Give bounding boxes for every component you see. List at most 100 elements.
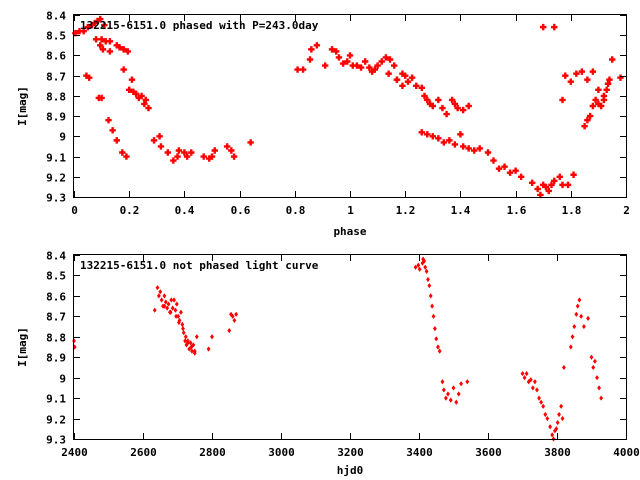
- data-point: [371, 66, 379, 73]
- data-point: [424, 268, 429, 274]
- data-point: [454, 399, 459, 405]
- data-point: [102, 38, 109, 45]
- data-point: [506, 169, 514, 176]
- data-point: [98, 94, 105, 102]
- data-point: [181, 330, 186, 336]
- data-point: [424, 131, 431, 138]
- data-point: [101, 21, 108, 29]
- data-point: [441, 387, 446, 393]
- data-point: [119, 149, 126, 156]
- data-point: [382, 54, 390, 61]
- data-point: [135, 94, 143, 102]
- data-point: [465, 379, 470, 385]
- phased-plot-frame: [73, 14, 627, 198]
- data-point: [562, 72, 569, 79]
- unphased-y-tick-label: 8.5: [46, 270, 66, 283]
- phased-y-axis-label: I[mag]: [16, 86, 29, 126]
- data-point: [385, 70, 392, 77]
- data-point: [132, 90, 140, 98]
- data-point: [443, 110, 450, 118]
- data-point: [456, 391, 461, 397]
- unphased-plot-title: 132215-6151.0 not phased light curve: [80, 259, 319, 272]
- data-point: [559, 181, 566, 189]
- data-point: [124, 48, 132, 55]
- data-point: [408, 74, 416, 81]
- phased-y-axis: 8.4 8.5 8.6 8.7 8.8 8.9 9 9.1 9.2 9.3: [46, 10, 626, 205]
- data-point: [416, 262, 421, 268]
- unphased-y-axis: 8.4 8.5 8.6 8.7 8.8 8.9 9 9.1 9.2 9.3: [46, 250, 626, 447]
- data-point: [574, 311, 579, 317]
- data-point: [548, 181, 555, 189]
- data-point: [227, 328, 232, 334]
- data-point: [545, 187, 552, 195]
- data-point: [169, 297, 174, 303]
- data-point: [533, 379, 537, 385]
- data-point: [145, 104, 152, 112]
- data-point: [92, 36, 100, 43]
- data-point: [512, 167, 519, 174]
- data-point: [162, 303, 167, 309]
- phased-x-tick-label: 2: [623, 204, 630, 217]
- data-point: [200, 153, 207, 160]
- unphased-x-tick-label: 2600: [130, 446, 157, 459]
- data-point: [116, 44, 123, 51]
- data-point: [162, 293, 167, 299]
- data-point: [418, 129, 425, 136]
- data-point: [542, 183, 550, 191]
- phased-y-tick-label: 9.1: [46, 152, 66, 165]
- data-point: [76, 27, 83, 35]
- data-point: [600, 92, 608, 100]
- data-point: [432, 326, 437, 332]
- data-point: [437, 348, 442, 354]
- data-point: [211, 147, 218, 154]
- data-point: [444, 395, 448, 401]
- data-point: [429, 133, 436, 140]
- data-point: [534, 185, 541, 193]
- data-point: [592, 96, 599, 104]
- data-point: [457, 131, 464, 138]
- unphased-y-tick-label: 9: [59, 373, 66, 386]
- data-point: [125, 86, 133, 94]
- data-point: [232, 317, 237, 324]
- data-point: [299, 66, 307, 73]
- data-point: [426, 100, 434, 108]
- data-point: [313, 42, 321, 49]
- data-point: [85, 74, 93, 81]
- data-point: [159, 297, 164, 303]
- phased-x-tick-label: 1.8: [562, 204, 582, 217]
- unphased-data-points: [72, 256, 604, 442]
- data-point: [374, 62, 381, 69]
- data-point: [520, 370, 525, 377]
- data-point: [402, 72, 409, 79]
- unphased-x-tick-label: 3600: [475, 446, 502, 459]
- data-point: [99, 46, 107, 53]
- data-point: [91, 19, 98, 27]
- data-point: [163, 299, 168, 305]
- data-point: [328, 46, 336, 53]
- unphased-y-tick-label: 8.8: [46, 332, 66, 345]
- data-point: [548, 424, 552, 430]
- data-point: [575, 303, 580, 309]
- data-point: [393, 76, 401, 83]
- data-point: [589, 68, 597, 75]
- data-point: [174, 313, 179, 319]
- data-point: [120, 46, 127, 53]
- data-point: [579, 313, 584, 319]
- data-point: [138, 92, 145, 100]
- data-point: [495, 165, 503, 172]
- data-point: [448, 96, 456, 104]
- data-point: [436, 344, 440, 350]
- data-point: [188, 340, 193, 346]
- data-point: [174, 301, 179, 307]
- data-point: [72, 30, 79, 37]
- data-point: [404, 78, 412, 85]
- data-point: [570, 171, 577, 178]
- data-point: [142, 96, 149, 104]
- data-point: [80, 27, 87, 35]
- data-point: [609, 56, 616, 63]
- data-point: [439, 104, 446, 112]
- phased-y-tick-label: 8.6: [46, 50, 66, 63]
- data-point: [530, 385, 535, 391]
- phased-y-tick-label: 8.7: [46, 71, 66, 84]
